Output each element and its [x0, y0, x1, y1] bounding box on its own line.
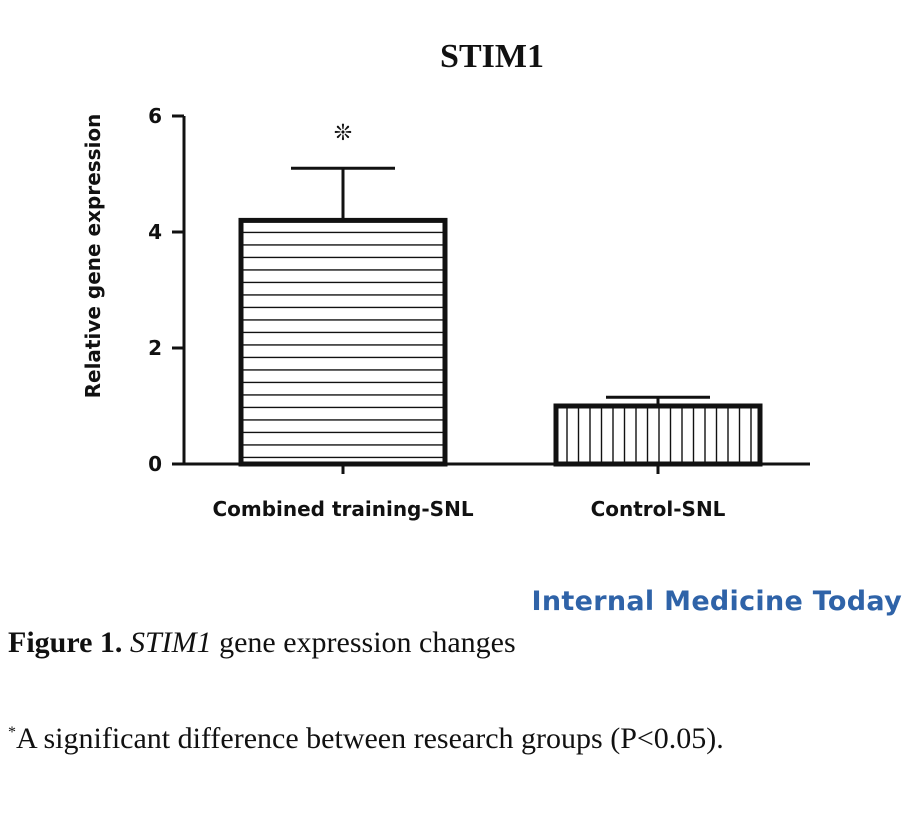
significance-note: *A significant difference between resear…: [8, 722, 724, 756]
x-category-label: Combined training-SNL: [212, 497, 473, 521]
note-text: A significant difference between researc…: [16, 722, 724, 755]
bar-chart: STIM1 Relative gene expression 0 2 4 6 Combi…: [81, 38, 810, 521]
y-tick-label: 0: [148, 452, 162, 476]
plot-area: 0 2 4 6 Combined training-SNL ❊ Control-SNL: [148, 104, 810, 521]
caption-label: Figure 1.: [8, 626, 123, 659]
x-category-label: Control-SNL: [591, 497, 726, 521]
y-tick-label: 4: [148, 220, 162, 244]
caption-gene: STIM1: [129, 626, 212, 659]
y-tick-label: 6: [148, 104, 162, 128]
journal-watermark: Internal Medicine Today: [531, 586, 902, 617]
bar: [238, 166, 448, 467]
figure-caption: Figure 1. STIM1 gene expression changes: [8, 626, 516, 660]
y-axis-label: Relative gene expression: [81, 114, 105, 399]
chart-title: STIM1: [440, 38, 544, 75]
significance-marker: ❊: [334, 121, 352, 146]
note-marker: *: [8, 724, 16, 741]
y-tick-label: 2: [148, 336, 162, 360]
bar-outline: [553, 403, 763, 467]
bar: [553, 395, 763, 467]
caption-text: gene expression changes: [211, 626, 516, 659]
